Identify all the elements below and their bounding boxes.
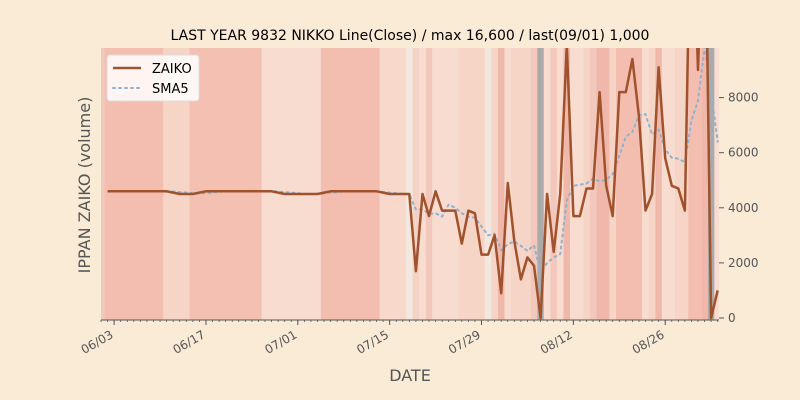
background-band <box>570 48 584 320</box>
background-band <box>412 48 420 320</box>
background-band <box>379 48 407 320</box>
series-line-zaiko <box>107 48 719 320</box>
background-band <box>491 48 498 320</box>
y-tick-label: 0 <box>728 311 736 325</box>
x-axis-label: DATE <box>389 366 431 385</box>
series-lines <box>107 48 719 320</box>
y-tick-label: 2000 <box>728 256 759 270</box>
background-band <box>530 48 538 320</box>
background-band <box>563 48 571 320</box>
y-axis-label: IPPAN ZAIKO (volume) <box>75 97 94 274</box>
background-band <box>661 48 676 320</box>
legend-box <box>106 54 200 102</box>
legend-label-zaiko: ZAIKO <box>152 62 192 77</box>
background-band <box>707 48 715 320</box>
background-band <box>688 48 702 320</box>
background-band <box>616 48 643 320</box>
background-band <box>609 48 616 320</box>
background-band <box>419 48 426 320</box>
background-band <box>537 48 544 320</box>
chart-title: LAST YEAR 9832 NIKKO Line(Close) / max 1… <box>171 28 650 44</box>
background-band <box>458 48 485 320</box>
background-band <box>596 48 610 320</box>
background-band <box>261 48 321 320</box>
background-band <box>543 48 551 320</box>
background-band <box>550 48 557 320</box>
y-tick-label: 8000 <box>728 91 759 105</box>
background-band <box>714 48 719 320</box>
background-band <box>189 48 262 320</box>
legend: ZAIKO SMA5 <box>106 54 200 102</box>
y-tick-label: 4000 <box>728 201 759 215</box>
background-band <box>655 48 662 320</box>
background-band <box>497 48 505 320</box>
y-tick-label: 6000 <box>728 146 759 160</box>
background-band <box>432 48 459 320</box>
plot-area: 06/03 06/17 07/01 07/15 07/29 08/12 08/2602000… <box>79 48 759 357</box>
background-band <box>675 48 689 320</box>
background-band <box>642 48 649 320</box>
legend-label-sma5: SMA5 <box>152 82 189 97</box>
background-band <box>320 48 380 320</box>
background-band <box>701 48 708 320</box>
background-band <box>425 48 433 320</box>
background-band <box>101 48 105 320</box>
